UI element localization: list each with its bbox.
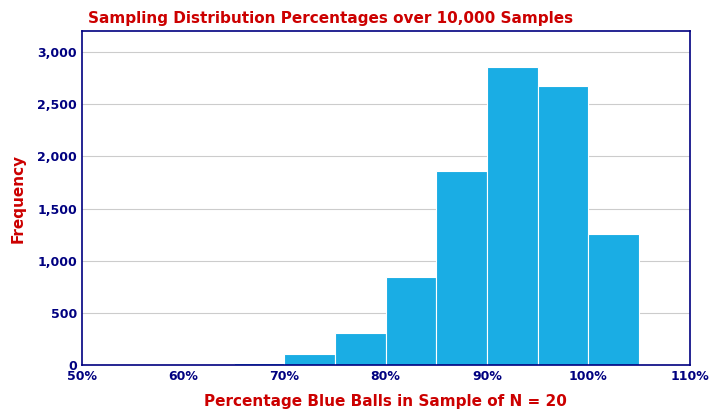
- X-axis label: Percentage Blue Balls in Sample of N = 20: Percentage Blue Balls in Sample of N = 2…: [204, 394, 567, 409]
- Y-axis label: Frequency: Frequency: [11, 154, 26, 243]
- Bar: [234, 363, 284, 365]
- Bar: [538, 86, 588, 365]
- Bar: [487, 67, 538, 365]
- Text: Sampling Distribution Percentages over 10,000 Samples: Sampling Distribution Percentages over 1…: [88, 11, 573, 26]
- Bar: [588, 234, 639, 365]
- Bar: [183, 364, 234, 365]
- Bar: [386, 277, 436, 365]
- Bar: [284, 354, 335, 365]
- Bar: [436, 171, 487, 365]
- Bar: [335, 333, 386, 365]
